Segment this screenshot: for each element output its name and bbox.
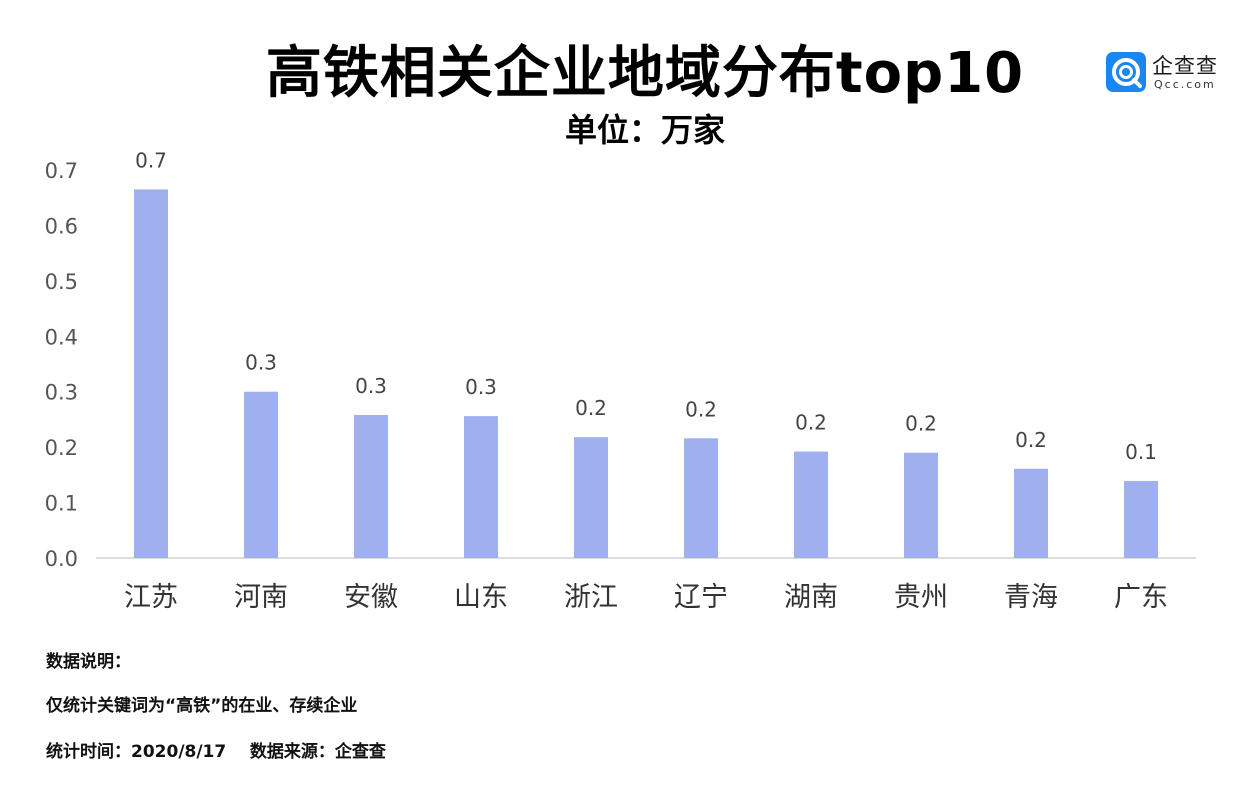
bar <box>134 189 168 558</box>
y-tick-label: 0.2 <box>45 436 78 460</box>
qcc-logo-icon <box>1106 52 1146 92</box>
y-tick-label: 0.4 <box>45 325 78 349</box>
data-label: 0.2 <box>1015 428 1047 452</box>
bar <box>574 437 608 558</box>
x-tick-label: 江苏 <box>124 582 178 613</box>
notes-heading: 数据说明： <box>46 652 131 672</box>
bar <box>354 414 388 558</box>
chart-subtitle: 单位：万家 <box>564 111 725 149</box>
notes-source: 统计时间：2020/8/17 数据来源：企查查 <box>46 742 386 762</box>
bar <box>904 452 938 558</box>
y-tick-label: 0.3 <box>45 381 78 405</box>
data-labels: 0.7 0.3 0.3 0.3 0.2 0.2 0.2 0.2 0.2 0.1 <box>135 148 1157 464</box>
bar <box>794 451 828 558</box>
bar <box>464 416 498 558</box>
data-label: 0.2 <box>795 411 827 435</box>
notes-scope: 仅统计关键词为“高铁”的在业、存续企业 <box>46 696 358 716</box>
x-tick-label: 山东 <box>454 582 508 613</box>
y-axis-ticks: 0.0 0.1 0.2 0.3 0.4 0.5 0.6 0.7 <box>45 159 78 571</box>
data-label: 0.3 <box>465 375 497 399</box>
qcc-logo: 企查查 Qcc.com <box>1106 50 1236 94</box>
bar <box>1124 480 1158 558</box>
data-label: 0.3 <box>355 374 387 398</box>
data-label: 0.7 <box>135 148 167 172</box>
x-tick-label: 广东 <box>1114 582 1168 613</box>
bar <box>1014 468 1048 558</box>
x-tick-label: 湖南 <box>784 582 838 613</box>
x-tick-label: 贵州 <box>894 582 948 613</box>
logo-domain: Qcc.com <box>1154 78 1216 91</box>
x-axis-ticks: 江苏 河南 安徽 山东 浙江 辽宁 湖南 贵州 青海 广东 <box>124 582 1168 613</box>
x-tick-label: 青海 <box>1004 582 1058 613</box>
x-tick-label: 安徽 <box>344 582 398 613</box>
y-tick-label: 0.0 <box>45 547 78 571</box>
data-label: 0.2 <box>685 397 717 421</box>
data-label: 0.1 <box>1125 440 1157 464</box>
data-label: 0.2 <box>575 396 607 420</box>
y-tick-label: 0.5 <box>45 270 78 294</box>
bar <box>244 391 278 558</box>
bars <box>134 189 1158 558</box>
logo-name: 企查查 <box>1152 54 1218 78</box>
chart-title: 高铁相关企业地域分布top10 <box>265 41 1025 106</box>
x-tick-label: 河南 <box>234 582 288 613</box>
data-label: 0.2 <box>905 412 937 436</box>
data-label: 0.3 <box>245 351 277 375</box>
x-tick-label: 辽宁 <box>674 582 728 613</box>
y-tick-label: 0.7 <box>45 159 78 183</box>
y-tick-label: 0.6 <box>45 214 78 238</box>
y-tick-label: 0.1 <box>45 492 78 516</box>
x-tick-label: 浙江 <box>564 582 618 613</box>
bar <box>684 438 718 558</box>
